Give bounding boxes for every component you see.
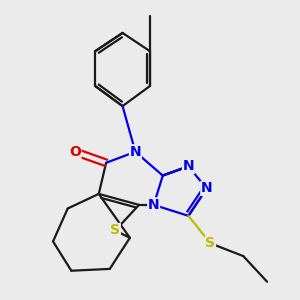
Text: N: N (183, 160, 194, 173)
Text: S: S (110, 224, 120, 238)
Text: S: S (206, 236, 215, 250)
Text: N: N (201, 182, 212, 195)
Text: O: O (69, 145, 81, 159)
Text: N: N (148, 198, 160, 212)
Text: N: N (130, 145, 141, 159)
